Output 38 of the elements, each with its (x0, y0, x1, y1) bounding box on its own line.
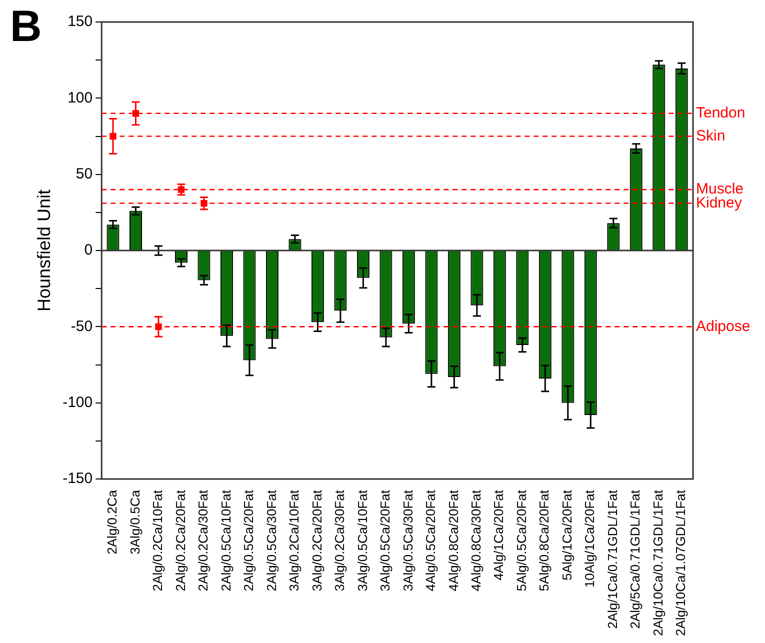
y-tick-label: 0 (84, 242, 93, 259)
ref-line-label: Tendon (696, 104, 746, 122)
ref-line-label: Adipose (696, 318, 750, 335)
x-tick-label: 2Alg/0.2Ca/10Fat (150, 490, 166, 592)
x-tick-label: 4Alg/0.8Ca/30Fat (468, 490, 484, 592)
y-axis-title: Hounsfield Unit (34, 189, 54, 312)
x-tick-label: 2Alg/10Ca/0.71GDL/1Fat (650, 490, 666, 636)
x-tick-label: 10Alg/1Ca/20Fat (582, 490, 598, 588)
x-tick-label: 2Alg/0.2Ca/20Fat (172, 490, 188, 592)
y-tick-label: 50 (76, 165, 93, 182)
x-tick-label: 5Alg/0.8Ca/20Fat (536, 490, 552, 592)
y-tick-label: 150 (68, 13, 93, 30)
ref-line-label: Skin (696, 127, 726, 144)
y-tick-label: -100 (62, 394, 93, 411)
x-tick-label: 5Alg/0.5Ca/20Fat (514, 490, 529, 592)
x-tick-label: 3Alg/0.5Ca/30Fat (400, 490, 416, 592)
y-tick-label: -150 (62, 470, 93, 488)
x-tick-label: 5Alg/1Ca/20Fat (559, 490, 574, 580)
x-tick-label: 3Alg/0.5Ca (127, 489, 142, 554)
x-tick-label: 2Alg/0.5Ca/20Fat (241, 490, 256, 592)
x-tick-label: 4Alg/1Ca/20Fat (491, 490, 506, 580)
y-tick-label: -50 (70, 318, 93, 335)
x-tick-label: 4Alg/0.8Ca/20Fat (446, 490, 461, 592)
x-tick-label: 2Alg/10Ca/1.07GDL/1Fat (673, 490, 688, 636)
y-tick-label: 100 (68, 89, 93, 106)
chart-title: B (10, 2, 42, 52)
x-tick-label: 3Alg/0.2Ca/10Fat (286, 490, 302, 592)
x-tick-label: 3Alg/0.2Ca/30Fat (332, 490, 348, 592)
x-tick-label: 3Alg/0.5Ca/10Fat (354, 490, 370, 592)
x-tick-label: 2Alg/0.2Ca/30Fat (196, 490, 211, 592)
x-tick-label: 2Alg/0.5Ca/30Fat (264, 490, 279, 592)
x-tick-label: 2Alg/0.2Ca (104, 489, 120, 554)
x-tick-label: 2Alg/0.5Ca/10Fat (218, 490, 234, 592)
x-tick-label: 2Alg/1Ca/0.71GDL/1Fat (604, 490, 620, 629)
x-tick-label: 2Alg/5Ca/0.71GDL/1Fat (628, 490, 643, 629)
x-tick-label: 3Alg/0.5Ca/20Fat (378, 490, 393, 592)
x-tick-label: 3Alg/0.2Ca/20Fat (309, 490, 324, 592)
x-tick-label: 4Alg/0.5Ca/20Fat (423, 490, 438, 592)
